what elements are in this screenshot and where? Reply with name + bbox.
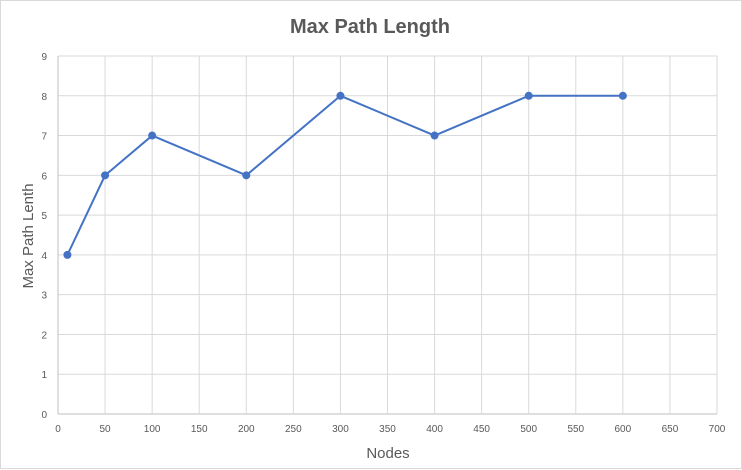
data-series xyxy=(63,91,627,259)
x-tick-label: 400 xyxy=(426,424,443,435)
x-tick-label: 0 xyxy=(55,424,61,435)
data-point xyxy=(336,91,345,100)
x-tick-label: 200 xyxy=(238,424,255,435)
y-tick-label: 8 xyxy=(41,92,47,103)
x-tick-label: 250 xyxy=(285,424,302,435)
data-point xyxy=(242,171,251,180)
y-tick-label: 1 xyxy=(41,370,47,381)
x-tick-label: 550 xyxy=(567,424,584,435)
y-tick-label: 3 xyxy=(41,291,47,302)
x-tick-label: 600 xyxy=(615,424,632,435)
series-line xyxy=(66,94,623,256)
y-tick-label: 2 xyxy=(41,330,47,341)
y-tick-label: 9 xyxy=(41,52,47,63)
x-tick-label: 650 xyxy=(662,424,679,435)
gridlines xyxy=(57,55,718,415)
x-tick-label: 450 xyxy=(473,424,490,435)
data-point xyxy=(618,91,627,100)
x-tick-label: 350 xyxy=(379,424,396,435)
data-point xyxy=(148,131,157,140)
x-tick-label: 50 xyxy=(100,424,112,435)
x-tick-label: 300 xyxy=(332,424,349,435)
data-point xyxy=(101,171,110,180)
data-point xyxy=(63,250,72,259)
x-tick-label: 100 xyxy=(144,424,161,435)
data-point xyxy=(524,91,533,100)
x-tick-label: 500 xyxy=(520,424,537,435)
y-axis-ticks: 0 1 2 3 4 5 6 7 8 9 xyxy=(41,52,47,421)
x-axis-title: Nodes xyxy=(366,445,409,462)
y-tick-label: 7 xyxy=(41,132,47,143)
x-axis-ticks: 0 50 100 150 200 250 300 350 400 450 500 550 600 650 7… xyxy=(55,424,726,435)
chart-title: Max Path Length xyxy=(290,16,450,38)
y-tick-label: 6 xyxy=(41,171,47,182)
data-point xyxy=(430,131,439,140)
y-axis-title: Max Path Lenth xyxy=(20,183,37,288)
x-tick-label: 700 xyxy=(709,424,726,435)
x-tick-label: 150 xyxy=(191,424,208,435)
y-tick-label: 5 xyxy=(41,211,47,222)
y-tick-label: 0 xyxy=(41,410,47,421)
y-tick-label: 4 xyxy=(41,251,47,262)
